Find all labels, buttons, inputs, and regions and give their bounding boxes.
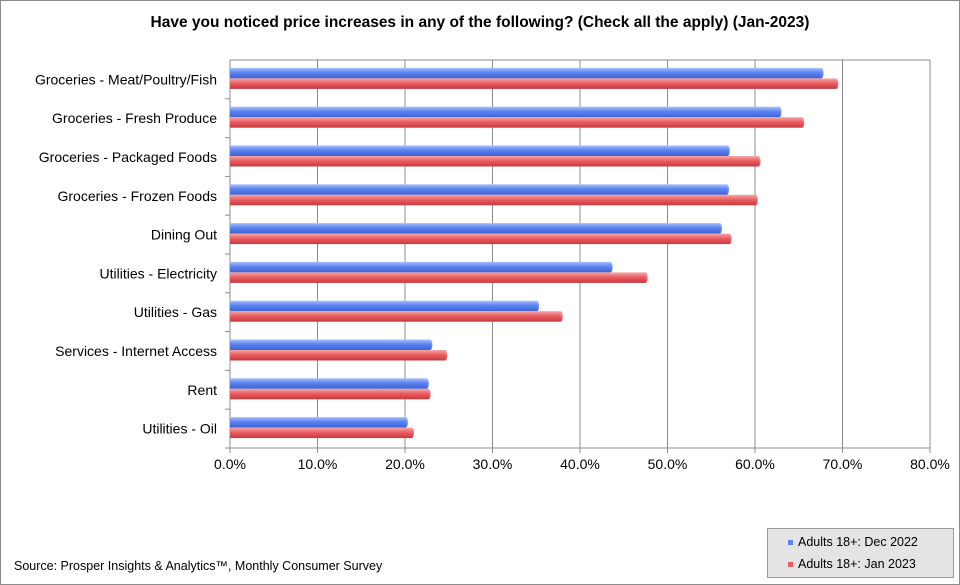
bar-jan-2023 xyxy=(230,350,446,361)
bar-end-cap xyxy=(428,339,433,350)
bar-dec-2022 xyxy=(230,300,538,312)
legend-swatch-red xyxy=(788,561,793,567)
x-tick-label: 10.0% xyxy=(298,456,338,472)
x-tick-label: 20.0% xyxy=(385,456,425,472)
bar-end-cap xyxy=(403,417,408,428)
bar-dec-2022 xyxy=(230,261,611,273)
x-tick-label: 80.0% xyxy=(910,456,950,472)
bar-dec-2022 xyxy=(230,106,780,118)
chart-title: Have you noticed price increases in any … xyxy=(150,14,810,31)
bar-end-cap xyxy=(426,388,431,400)
x-tick-label: 60.0% xyxy=(735,456,775,472)
legend-label: Adults 18+: Jan 2023 xyxy=(798,557,916,571)
bar-dec-2022 xyxy=(230,339,431,350)
bar-end-cap xyxy=(777,106,782,118)
x-tick-label: 70.0% xyxy=(823,456,863,472)
category-label: Utilities - Gas xyxy=(134,304,217,320)
category-label: Utilities - Oil xyxy=(142,421,217,437)
bar-end-cap xyxy=(608,261,613,273)
bar-end-cap xyxy=(558,311,563,322)
bar-end-cap xyxy=(834,78,839,89)
legend-swatch-blue xyxy=(788,539,793,545)
category-label: Groceries - Meat/Poultry/Fish xyxy=(35,71,217,87)
bar-dec-2022 xyxy=(230,67,822,79)
legend-item-jan-2023: Adults 18+: Jan 2023 xyxy=(788,557,916,571)
bar-jan-2023 xyxy=(230,194,756,206)
bar-end-cap xyxy=(643,272,648,283)
bar-jan-2023 xyxy=(230,78,837,89)
bar-end-cap xyxy=(819,67,824,79)
bar-dec-2022 xyxy=(230,145,728,156)
bar-dec-2022 xyxy=(230,417,406,428)
bar-jan-2023 xyxy=(230,233,730,245)
bar-end-cap xyxy=(443,350,448,361)
bar-jan-2023 xyxy=(230,311,561,322)
bar-jan-2023 xyxy=(230,388,429,400)
x-tick-label: 30.0% xyxy=(473,456,513,472)
bar-end-cap xyxy=(800,117,805,128)
x-tick-label: 0.0% xyxy=(214,456,246,472)
bar-end-cap xyxy=(535,300,540,312)
bar-dec-2022 xyxy=(230,378,427,389)
category-label: Dining Out xyxy=(151,227,217,243)
category-label: Groceries - Packaged Foods xyxy=(39,149,217,165)
x-tick-label: 40.0% xyxy=(560,456,600,472)
bar-end-cap xyxy=(725,184,729,195)
bar-jan-2023 xyxy=(230,272,646,283)
source-note: Source: Prosper Insights & Analytics™, M… xyxy=(14,559,383,573)
category-label: Rent xyxy=(187,382,217,398)
bar-end-cap xyxy=(718,223,722,234)
bar-end-cap xyxy=(410,427,414,439)
category-label: Utilities - Electricity xyxy=(100,265,217,281)
x-tick-label: 50.0% xyxy=(648,456,688,472)
legend-label: Adults 18+: Dec 2022 xyxy=(798,535,918,549)
bar-end-cap xyxy=(753,194,758,206)
legend: Adults 18+: Dec 2022 Adults 18+: Jan 202… xyxy=(767,528,954,578)
bar-jan-2023 xyxy=(230,427,412,439)
bar-dec-2022 xyxy=(230,184,727,195)
bar-end-cap xyxy=(725,145,730,156)
category-label: Groceries - Frozen Foods xyxy=(58,188,218,204)
legend-item-dec-2022: Adults 18+: Dec 2022 xyxy=(788,535,918,549)
category-label: Services - Internet Access xyxy=(55,343,217,359)
category-label: Groceries - Fresh Produce xyxy=(52,110,217,126)
bar-dec-2022 xyxy=(230,223,720,234)
bar-end-cap xyxy=(424,378,429,389)
bar-jan-2023 xyxy=(230,117,803,128)
bar-end-cap xyxy=(756,156,761,167)
bar-jan-2023 xyxy=(230,156,759,167)
bar-end-cap xyxy=(727,233,732,245)
